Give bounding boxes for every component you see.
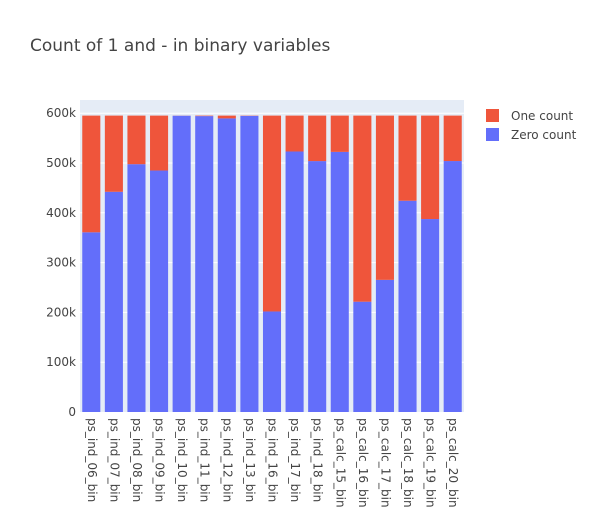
- y-axis: 0 100k 200k 300k 400k 500k 600k: [46, 106, 76, 419]
- x-tick-label: ps_ind_18_bin: [311, 418, 325, 502]
- y-tick-label: 0: [68, 405, 76, 419]
- bar-one-count[interactable]: ps_ind_09_bin — One count: 110295: [150, 116, 168, 171]
- bar-one-count[interactable]: ps_ind_07_bin — One count: 152989: [105, 116, 123, 192]
- bar-zero-count[interactable]: ps_ind_13_bin — Zero count: 594648: [240, 116, 258, 412]
- bar-zero-count[interactable]: ps_calc_20_bin — Zero count: 503955: [444, 161, 462, 412]
- bar-zero-count[interactable]: ps_ind_08_bin — Zero count: 497644: [127, 164, 145, 412]
- legend-label: Zero count: [511, 128, 577, 142]
- bar-zero-count[interactable]: ps_calc_15_bin — Zero count: 522342: [331, 152, 349, 412]
- x-tick-label: ps_ind_08_bin: [130, 418, 144, 502]
- bar-zero-count[interactable]: ps_ind_07_bin — Zero count: 442223: [105, 192, 123, 412]
- x-tick-label: ps_calc_16_bin: [356, 418, 370, 508]
- y-tick-label: 600k: [46, 106, 76, 120]
- bar-one-count[interactable]: ps_ind_12_bin — One count: 5618: [218, 116, 236, 119]
- bar-one-count[interactable]: ps_calc_19_bin — One count: 207743: [421, 116, 439, 219]
- legend-swatch: [486, 128, 499, 141]
- bar-zero-count[interactable]: ps_ind_17_bin — Zero count: 523143: [286, 151, 304, 412]
- x-tick-label: ps_ind_12_bin: [220, 418, 234, 502]
- bar-one-count[interactable]: ps_ind_08_bin — One count: 97568: [127, 116, 145, 165]
- x-tick-label: ps_ind_06_bin: [85, 418, 99, 502]
- x-tick-label: ps_ind_10_bin: [175, 418, 189, 502]
- bar-zero-count[interactable]: ps_ind_16_bin — Zero count: 201882: [263, 311, 281, 412]
- bar-one-count[interactable]: ps_calc_18_bin — One count: 170934: [398, 116, 416, 201]
- bar-one-count[interactable]: ps_calc_15_bin — One count: 72870: [331, 116, 349, 152]
- bar-zero-count[interactable]: ps_ind_12_bin — Zero count: 589594: [218, 118, 236, 412]
- x-tick-label: ps_ind_09_bin: [153, 418, 167, 502]
- bar-zero-count[interactable]: ps_ind_18_bin — Zero count: 503879: [308, 161, 326, 412]
- bar-zero-count[interactable]: ps_ind_10_bin — Zero count: 594990: [173, 116, 191, 412]
- x-tick-label: ps_calc_19_bin: [424, 418, 438, 508]
- x-tick-label: ps_calc_20_bin: [446, 418, 460, 508]
- y-tick-label: 400k: [46, 206, 76, 220]
- x-tick-label: ps_ind_13_bin: [243, 418, 257, 502]
- bar-one-count[interactable]: ps_calc_17_bin — One count: 329856: [376, 116, 394, 280]
- bar-zero-count[interactable]: ps_calc_18_bin — Zero count: 424278: [398, 201, 416, 412]
- bars-group[interactable]: ps_ind_06_bin — Zero count: 360852ps_ind…: [82, 116, 461, 412]
- x-tick-label: ps_ind_16_bin: [266, 418, 280, 502]
- bar-one-count[interactable]: ps_ind_18_bin — One count: 91333: [308, 116, 326, 161]
- x-tick-label: ps_ind_11_bin: [198, 418, 212, 502]
- legend-item[interactable]: Zero count: [486, 128, 577, 142]
- legend-label: One count: [511, 109, 573, 123]
- x-axis: ps_ind_06_bin ps_ind_07_bin ps_ind_08_bin p…: [85, 418, 460, 508]
- x-tick-label: ps_calc_15_bin: [333, 418, 347, 508]
- x-tick-label: ps_ind_07_bin: [107, 418, 121, 502]
- legend[interactable]: One count Zero count: [486, 109, 577, 142]
- legend-swatch: [486, 109, 499, 122]
- x-tick-label: ps_calc_18_bin: [401, 418, 415, 508]
- bar-one-count[interactable]: ps_ind_16_bin — One count: 393330: [263, 116, 281, 312]
- bar-zero-count[interactable]: ps_calc_19_bin — Zero count: 387469: [421, 219, 439, 412]
- bar-one-count[interactable]: ps_ind_11_bin — One count: 1007: [195, 116, 213, 117]
- y-tick-label: 200k: [46, 305, 76, 319]
- y-tick-label: 300k: [46, 256, 76, 270]
- bar-one-count[interactable]: ps_calc_20_bin — One count: 91257: [444, 116, 462, 161]
- bar-zero-count[interactable]: ps_ind_06_bin — Zero count: 360852: [82, 232, 100, 412]
- legend-item[interactable]: One count: [486, 109, 573, 123]
- x-tick-label: ps_calc_17_bin: [378, 418, 392, 508]
- bar-zero-count[interactable]: ps_ind_11_bin — Zero count: 594205: [195, 116, 213, 412]
- bar-one-count[interactable]: ps_ind_17_bin — One count: 72069: [286, 116, 304, 152]
- bar-one-count[interactable]: ps_calc_16_bin — One count: 373698: [353, 116, 371, 302]
- chart-title: Count of 1 and - in binary variables: [30, 36, 330, 56]
- bar-zero-count[interactable]: ps_calc_16_bin — Zero count: 221514: [353, 302, 371, 412]
- x-tick-label: ps_ind_17_bin: [288, 418, 302, 502]
- bar-zero-count[interactable]: ps_ind_09_bin — Zero count: 484917: [150, 171, 168, 412]
- y-tick-label: 100k: [46, 355, 76, 369]
- bar-zero-count[interactable]: ps_calc_17_bin — Zero count: 265356: [376, 280, 394, 412]
- bar-one-count[interactable]: ps_ind_06_bin — One count: 234360: [82, 116, 100, 233]
- y-tick-label: 500k: [46, 156, 76, 170]
